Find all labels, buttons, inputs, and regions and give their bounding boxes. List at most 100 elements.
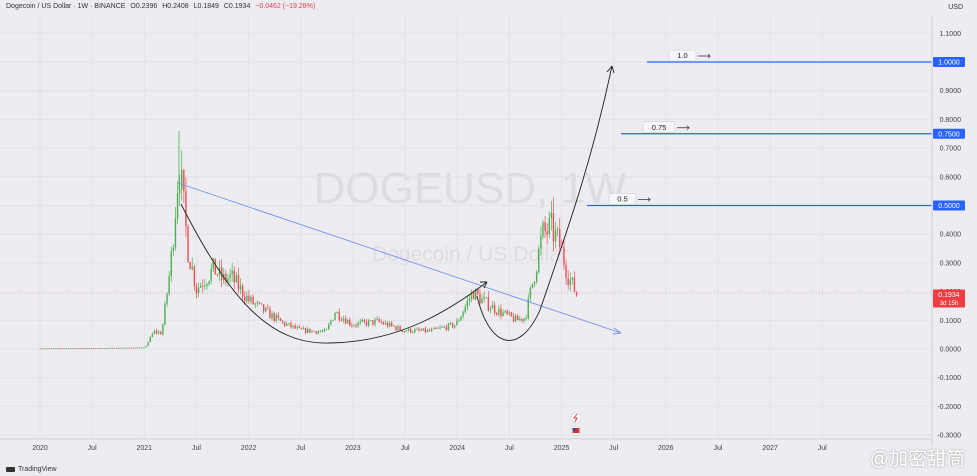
candle-body [145,345,147,348]
candle-body [40,348,42,350]
projection-curve [539,65,613,311]
candle-body [412,332,414,333]
candle-body [189,262,191,270]
candle-body [78,348,80,350]
candle-body [113,348,116,349]
time-tick-label: Jul [296,445,305,452]
price-axis[interactable]: 1.1000 1.0000 0.9000 0.8000 0.7000 0.6000 0.50… [931,16,965,446]
candle-body [296,327,298,329]
price-tick-label: 0.4000 [940,232,962,239]
candle-body [48,348,51,350]
candle-body [548,217,550,235]
candle-body [105,347,107,349]
candle-body [395,326,397,331]
time-tick-label: Jul [818,445,827,452]
candle-body [363,320,366,322]
level-label-box [608,193,637,205]
candle-body [575,291,578,296]
candle-body [542,222,544,237]
candle-body [130,347,133,349]
candle-body [90,348,93,349]
candle-body [336,311,338,314]
candle-body [57,348,59,350]
candle-body [195,286,198,294]
candle-body [174,218,177,248]
candle-body [374,319,376,325]
candle-body [544,222,546,232]
candle-body [325,329,328,331]
candle-body [197,287,200,294]
candle-body [435,327,437,329]
ohlc-high: H0.2408 [162,3,189,10]
candle-body [244,296,246,302]
candle-body [143,347,145,349]
symbol-name[interactable]: Dogecoin / US Dollar · 1W · BINANCE [6,3,126,10]
candle-body [376,319,378,320]
time-tick-label: Jul [192,445,201,452]
candle-body [361,320,364,322]
candle-body [454,325,456,328]
candle-body [71,348,74,350]
time-tick-label: 2025 [554,445,570,452]
candle-body [279,318,282,321]
candle-body [428,330,431,332]
candle-body [250,296,252,302]
candle-body [449,323,452,324]
candle-body [237,275,240,290]
candle-body [388,322,391,327]
price-tick-label: 0.9000 [940,88,962,95]
candle-layer [40,131,578,350]
candle-body [92,348,95,349]
tradingview-logo[interactable]: TradingView [6,466,57,473]
candle-body [525,318,527,319]
candle-body [269,308,271,319]
drawing-layer [177,65,622,344]
candle-body [273,313,275,321]
candle-body [99,347,101,349]
level-arrow-icon [638,197,651,202]
candle-body [262,304,265,312]
candle-body [160,332,162,335]
candle-body [292,325,294,328]
time-tick-label: Jul [713,445,722,452]
candle-body [73,348,76,349]
candle-body [84,348,86,350]
level-label-box [642,121,676,134]
currency-unit[interactable]: USD [948,4,963,11]
candle-body [164,303,166,325]
candle-body [514,315,517,322]
candle-body [355,325,357,327]
time-axis[interactable]: 2020 Jul 2021 Jul 2022 Jul 2023 Jul 2024 Jul 2025 J… [0,438,932,452]
bar-countdown: 3d 15h [940,301,958,307]
candle-body [286,323,288,326]
candle-body [460,316,462,321]
symbol-watermark: DOGEUSD, 1W [314,164,627,213]
price-tick-label: -0.2000 [937,404,961,411]
candle-body [563,247,565,266]
candle-body [120,347,122,349]
candle-body [260,303,263,305]
candle-body [107,347,109,349]
candle-body [67,348,70,350]
candle-body [210,268,212,282]
candle-body [370,320,372,321]
candle-body [391,322,393,326]
candle-body [254,303,256,305]
candle-body [561,246,563,248]
candle-body [229,274,231,279]
candle-body [199,285,202,288]
candle-body [256,302,259,304]
candle-body [122,347,124,349]
price-tick-label: 0.3000 [940,260,962,267]
candle-body [559,229,561,247]
price-tick-label: -0.3000 [937,433,961,440]
candle-body [351,325,353,326]
candle-body [479,293,481,304]
candle-body [63,348,65,350]
candle-body [233,270,235,283]
candle-body [552,212,555,242]
candle-body [489,308,492,311]
candle-body [384,322,387,325]
ohlc-change: −0.0462 (−19.28%) [255,3,316,10]
